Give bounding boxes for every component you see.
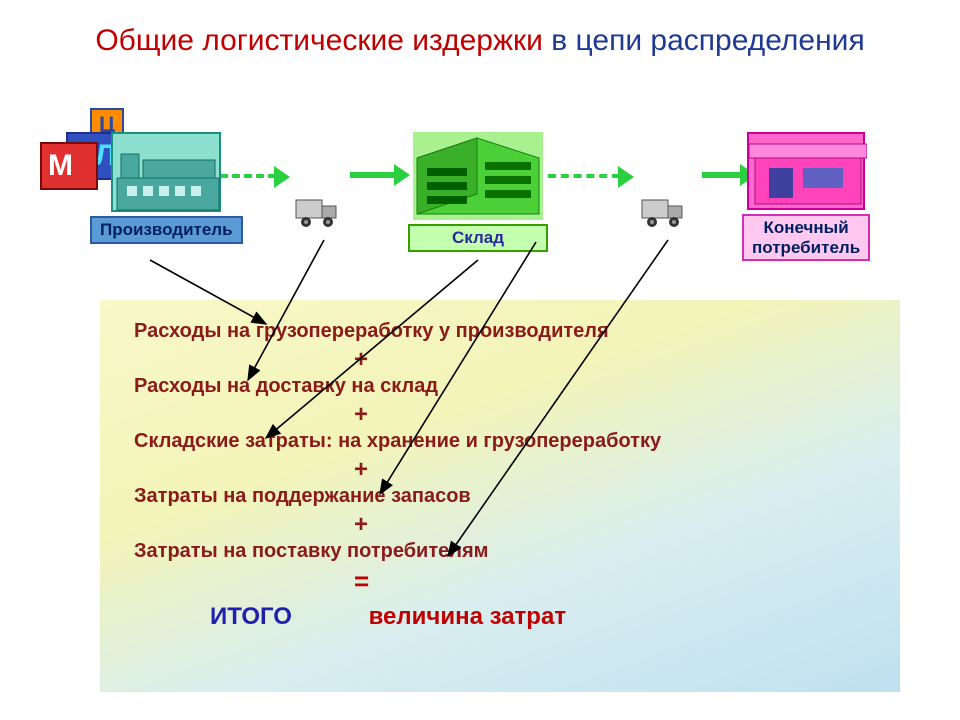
supply-chain-flow: Производитель Склад: [0, 132, 960, 292]
cost-item-2: Складские затраты: на хранение и грузопе…: [134, 430, 866, 453]
warehouse-icon: [413, 132, 543, 220]
cost-item-0: Расходы на грузопереработку у производит…: [134, 320, 866, 343]
page-title: Общие логистические издержки в цепи расп…: [0, 0, 960, 60]
producer-label: Производитель: [90, 216, 243, 244]
plus-2: +: [134, 455, 866, 485]
consumer-icon: [747, 132, 865, 210]
flow-arrow-4: [702, 172, 742, 178]
cost-item-4: Затраты на поставку потребителям: [134, 540, 866, 563]
total-value: величина затрат: [369, 603, 566, 630]
flow-arrow-3: [548, 174, 620, 178]
title-blue: в цепи распределения: [551, 24, 864, 57]
consumer-label-2: потребитель: [752, 238, 860, 257]
title-red: Общие логистические издержки: [95, 24, 543, 57]
equals-sign: =: [134, 565, 866, 599]
truck-icon-2: [640, 192, 688, 232]
consumer-label-1: Конечный: [763, 218, 848, 237]
node-consumer: Конечный потребитель: [742, 132, 870, 261]
cost-breakdown-panel: Расходы на грузопереработку у производит…: [100, 300, 900, 692]
total-label: ИТОГО: [134, 603, 362, 630]
plus-0: +: [134, 345, 866, 375]
plus-3: +: [134, 510, 866, 540]
cost-item-3: Затраты на поддержание запасов: [134, 485, 866, 508]
plus-1: +: [134, 400, 866, 430]
flow-arrow-2: [350, 172, 396, 178]
total-row: ИТОГО величина затрат: [134, 603, 866, 631]
truck-icon-1: [294, 192, 342, 232]
consumer-label: Конечный потребитель: [742, 214, 870, 261]
node-warehouse: Склад: [408, 132, 548, 252]
node-producer: Производитель: [90, 132, 243, 244]
warehouse-label: Склад: [408, 224, 548, 252]
producer-icon: [111, 132, 221, 212]
cost-item-1: Расходы на доставку на склад: [134, 375, 866, 398]
